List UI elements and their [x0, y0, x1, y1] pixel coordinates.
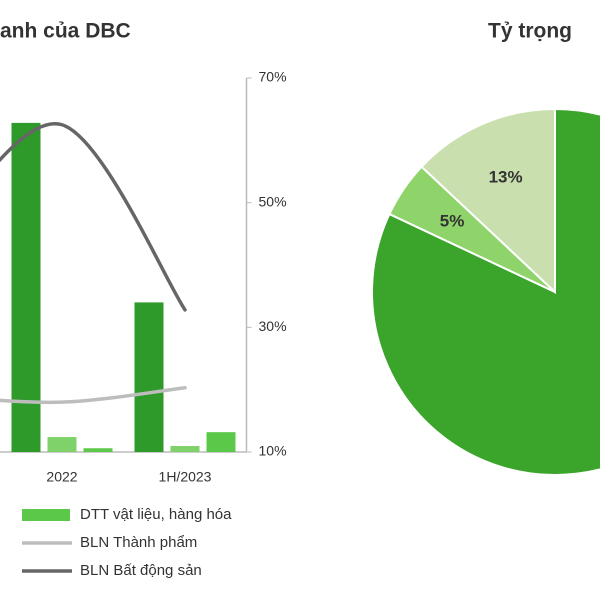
- bar: [11, 122, 41, 452]
- legend-label: BLN Bất động sản: [80, 562, 202, 579]
- y2-tick-label: 30%: [259, 318, 287, 334]
- y2-tick-label: 10%: [259, 443, 287, 459]
- pie-slice: [420, 107, 556, 295]
- bar: [134, 302, 164, 452]
- y2-tick-label: 70%: [259, 69, 287, 85]
- bar: [83, 448, 113, 452]
- bar: [206, 432, 236, 452]
- pie-slice: [371, 107, 600, 476]
- chart-title: anh của DBC: [0, 20, 131, 43]
- x-tick-label: 1H/2023: [159, 469, 212, 485]
- legend-swatch: [22, 509, 70, 521]
- y2-tick-label: 50%: [259, 193, 287, 209]
- legend-label: BLN Thành phẩm: [80, 534, 197, 551]
- bar: [47, 437, 77, 452]
- bar: [170, 446, 200, 452]
- line: [0, 386, 187, 405]
- data-label: 13%: [489, 167, 523, 186]
- x-tick-label: 2022: [46, 469, 77, 485]
- data-label: 5%: [440, 212, 465, 231]
- line: [0, 122, 187, 312]
- legend-label: DTT vật liệu, hàng hóa: [80, 506, 232, 523]
- chart-title: Tỷ trọng: [488, 20, 572, 43]
